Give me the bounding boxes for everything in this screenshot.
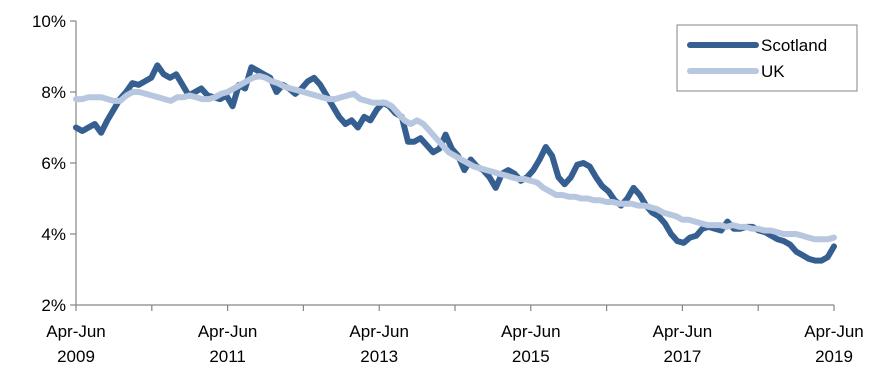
- x-tick-label: 2013: [360, 347, 398, 366]
- x-tick-label: 2019: [815, 347, 853, 366]
- x-tick-label: Apr-Jun: [804, 322, 864, 341]
- x-tick-label: 2015: [512, 347, 550, 366]
- y-ticks: 2% 4% 6% 8% 10%: [32, 12, 76, 315]
- y-tick-label: 4%: [41, 225, 66, 244]
- series-line-uk: [73, 73, 837, 243]
- x-tick-label: Apr-Jun: [198, 322, 258, 341]
- x-tick-label: Apr-Jun: [653, 322, 713, 341]
- y-tick-label: 10%: [32, 12, 66, 31]
- legend-label-scotland: Scotland: [761, 36, 827, 55]
- legend-box: [676, 24, 858, 92]
- x-tick-label: 2011: [209, 347, 246, 366]
- x-tick-label: 2017: [663, 347, 701, 366]
- y-tick-label: 6%: [41, 154, 66, 173]
- x-tick-label: Apr-Jun: [46, 322, 106, 341]
- series-lines: [73, 62, 837, 264]
- x-tick-label: Apr-Jun: [501, 322, 561, 341]
- y-tick-label: 8%: [41, 83, 66, 102]
- y-tick-label: 2%: [41, 296, 66, 315]
- x-tick-label: 2009: [57, 347, 95, 366]
- legend: Scotland UK: [676, 24, 858, 92]
- x-tick-label: Apr-Jun: [349, 322, 409, 341]
- legend-label-uk: UK: [761, 62, 785, 81]
- x-ticks: Apr-Jun 2009 Apr-Jun 2011 Apr-Jun 2013 Apr-Jun…: [46, 305, 864, 366]
